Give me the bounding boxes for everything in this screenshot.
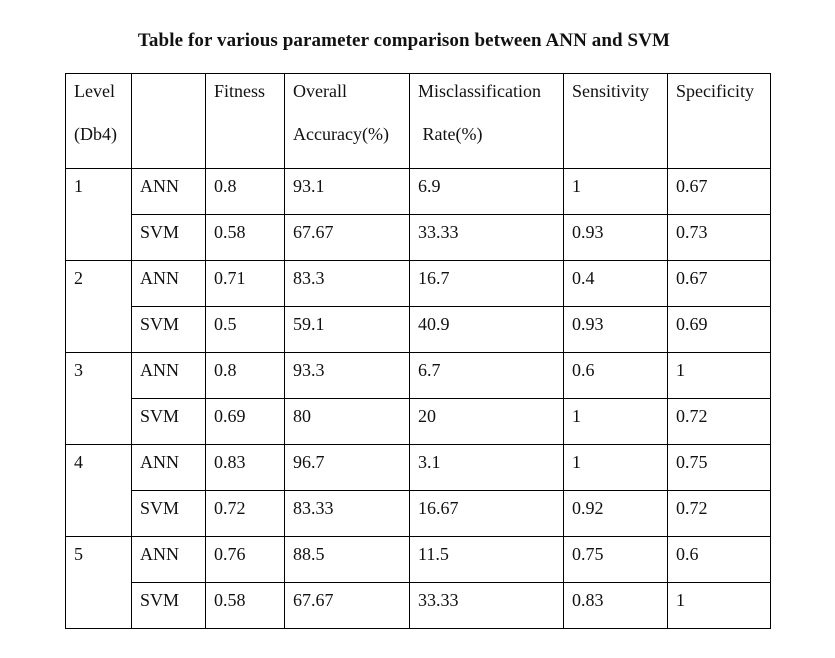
misclassification-cell: 40.9 [409,306,564,353]
level-cell: 5 [65,536,132,629]
misclassification-cell: 33.33 [409,214,564,261]
table-row: 5 ANN 0.76 88.5 11.5 0.75 0.6 [65,536,771,629]
accuracy-cell: 83.33 [284,490,410,537]
specificity-cell: 0.73 [667,214,771,261]
fitness-cell: 0.58 [205,214,285,261]
level-cell: 1 [65,168,132,261]
sensitivity-cell: 0.75 [563,536,668,583]
method-cell: SVM [131,398,206,445]
fitness-cell: 0.69 [205,398,285,445]
misclassification-cell: 6.9 [409,168,564,215]
accuracy-cell: 93.1 [284,168,410,215]
specificity-cell: 0.75 [667,444,771,491]
sensitivity-cell: 0.83 [563,582,668,629]
specificity-cell: 1 [667,352,771,399]
sensitivity-cell: 1 [563,398,668,445]
fitness-cell: 0.76 [205,536,285,583]
misclassification-cell: 20 [409,398,564,445]
header-accuracy-line1: Overall [293,81,347,101]
fitness-cell: 0.5 [205,306,285,353]
header-accuracy-line2: Accuracy(%) [293,124,389,144]
specificity-cell: 0.67 [667,168,771,215]
method-cell: SVM [131,214,206,261]
specificity-cell: 1 [667,582,771,629]
accuracy-cell: 67.67 [284,214,410,261]
accuracy-cell: 59.1 [284,306,410,353]
header-misclassification-line2: Rate(%) [418,124,483,144]
table-row: 3 ANN 0.8 93.3 6.7 0.6 1 [65,352,771,445]
accuracy-cell: 67.67 [284,582,410,629]
header-sensitivity: Sensitivity [563,73,668,169]
misclassification-cell: 11.5 [409,536,564,583]
sensitivity-cell: 1 [563,168,668,215]
header-fitness: Fitness [205,73,285,169]
specificity-cell: 0.67 [667,260,771,307]
specificity-cell: 0.6 [667,536,771,583]
misclassification-cell: 16.67 [409,490,564,537]
method-cell: ANN [131,536,206,583]
header-level-line1: Level [74,81,115,101]
level-cell: 4 [65,444,132,537]
sensitivity-cell: 0.93 [563,214,668,261]
fitness-cell: 0.58 [205,582,285,629]
sensitivity-cell: 0.6 [563,352,668,399]
method-cell: SVM [131,582,206,629]
sensitivity-cell: 0.92 [563,490,668,537]
level-cell: 3 [65,352,132,445]
level-cell: 2 [65,260,132,353]
fitness-cell: 0.72 [205,490,285,537]
header-specificity: Specificity [667,73,771,169]
specificity-cell: 0.72 [667,398,771,445]
fitness-cell: 0.71 [205,260,285,307]
table-row: SVM 0.58 67.67 33.33 0.93 0.73 [66,214,771,261]
accuracy-cell: 96.7 [284,444,410,491]
misclassification-cell: 3.1 [409,444,564,491]
sensitivity-cell: 0.4 [563,260,668,307]
sensitivity-cell: 0.93 [563,306,668,353]
header-row: Level (Db4) Fitness Overall Accuracy(%) … [65,73,771,169]
method-cell: ANN [131,444,206,491]
accuracy-cell: 83.3 [284,260,410,307]
method-cell: ANN [131,260,206,307]
table-row: 1 ANN 0.8 93.1 6.9 1 0.67 [65,168,771,261]
table-title: Table for various parameter comparison b… [137,30,671,51]
table-row: SVM 0.5 59.1 40.9 0.93 0.69 [66,306,771,353]
method-cell: SVM [131,306,206,353]
method-cell: ANN [131,168,206,215]
accuracy-cell: 93.3 [284,352,410,399]
accuracy-cell: 80 [284,398,410,445]
method-cell: SVM [131,490,206,537]
method-cell: ANN [131,352,206,399]
misclassification-cell: 33.33 [409,582,564,629]
misclassification-cell: 16.7 [409,260,564,307]
comparison-table: Level (Db4) Fitness Overall Accuracy(%) … [65,73,771,629]
specificity-cell: 0.72 [667,490,771,537]
header-misclassification: Misclassification Rate(%) [409,73,564,169]
accuracy-cell: 88.5 [284,536,410,583]
fitness-cell: 0.8 [205,352,285,399]
table-row: SVM 0.72 83.33 16.67 0.92 0.72 [66,490,771,537]
header-method [131,73,206,169]
header-misclassification-line1: Misclassification [418,81,541,101]
header-accuracy: Overall Accuracy(%) [284,73,410,169]
header-level-line2: (Db4) [74,124,117,144]
fitness-cell: 0.8 [205,168,285,215]
sensitivity-cell: 1 [563,444,668,491]
table-row: SVM 0.69 80 20 1 0.72 [66,398,771,445]
fitness-cell: 0.83 [205,444,285,491]
header-level: Level (Db4) [65,73,132,169]
misclassification-cell: 6.7 [409,352,564,399]
table-row: 2 ANN 0.71 83.3 16.7 0.4 0.67 [65,260,771,353]
table-row: SVM 0.58 67.67 33.33 0.83 1 [66,582,771,629]
specificity-cell: 0.69 [667,306,771,353]
table-row: 4 ANN 0.83 96.7 3.1 1 0.75 [65,444,771,537]
